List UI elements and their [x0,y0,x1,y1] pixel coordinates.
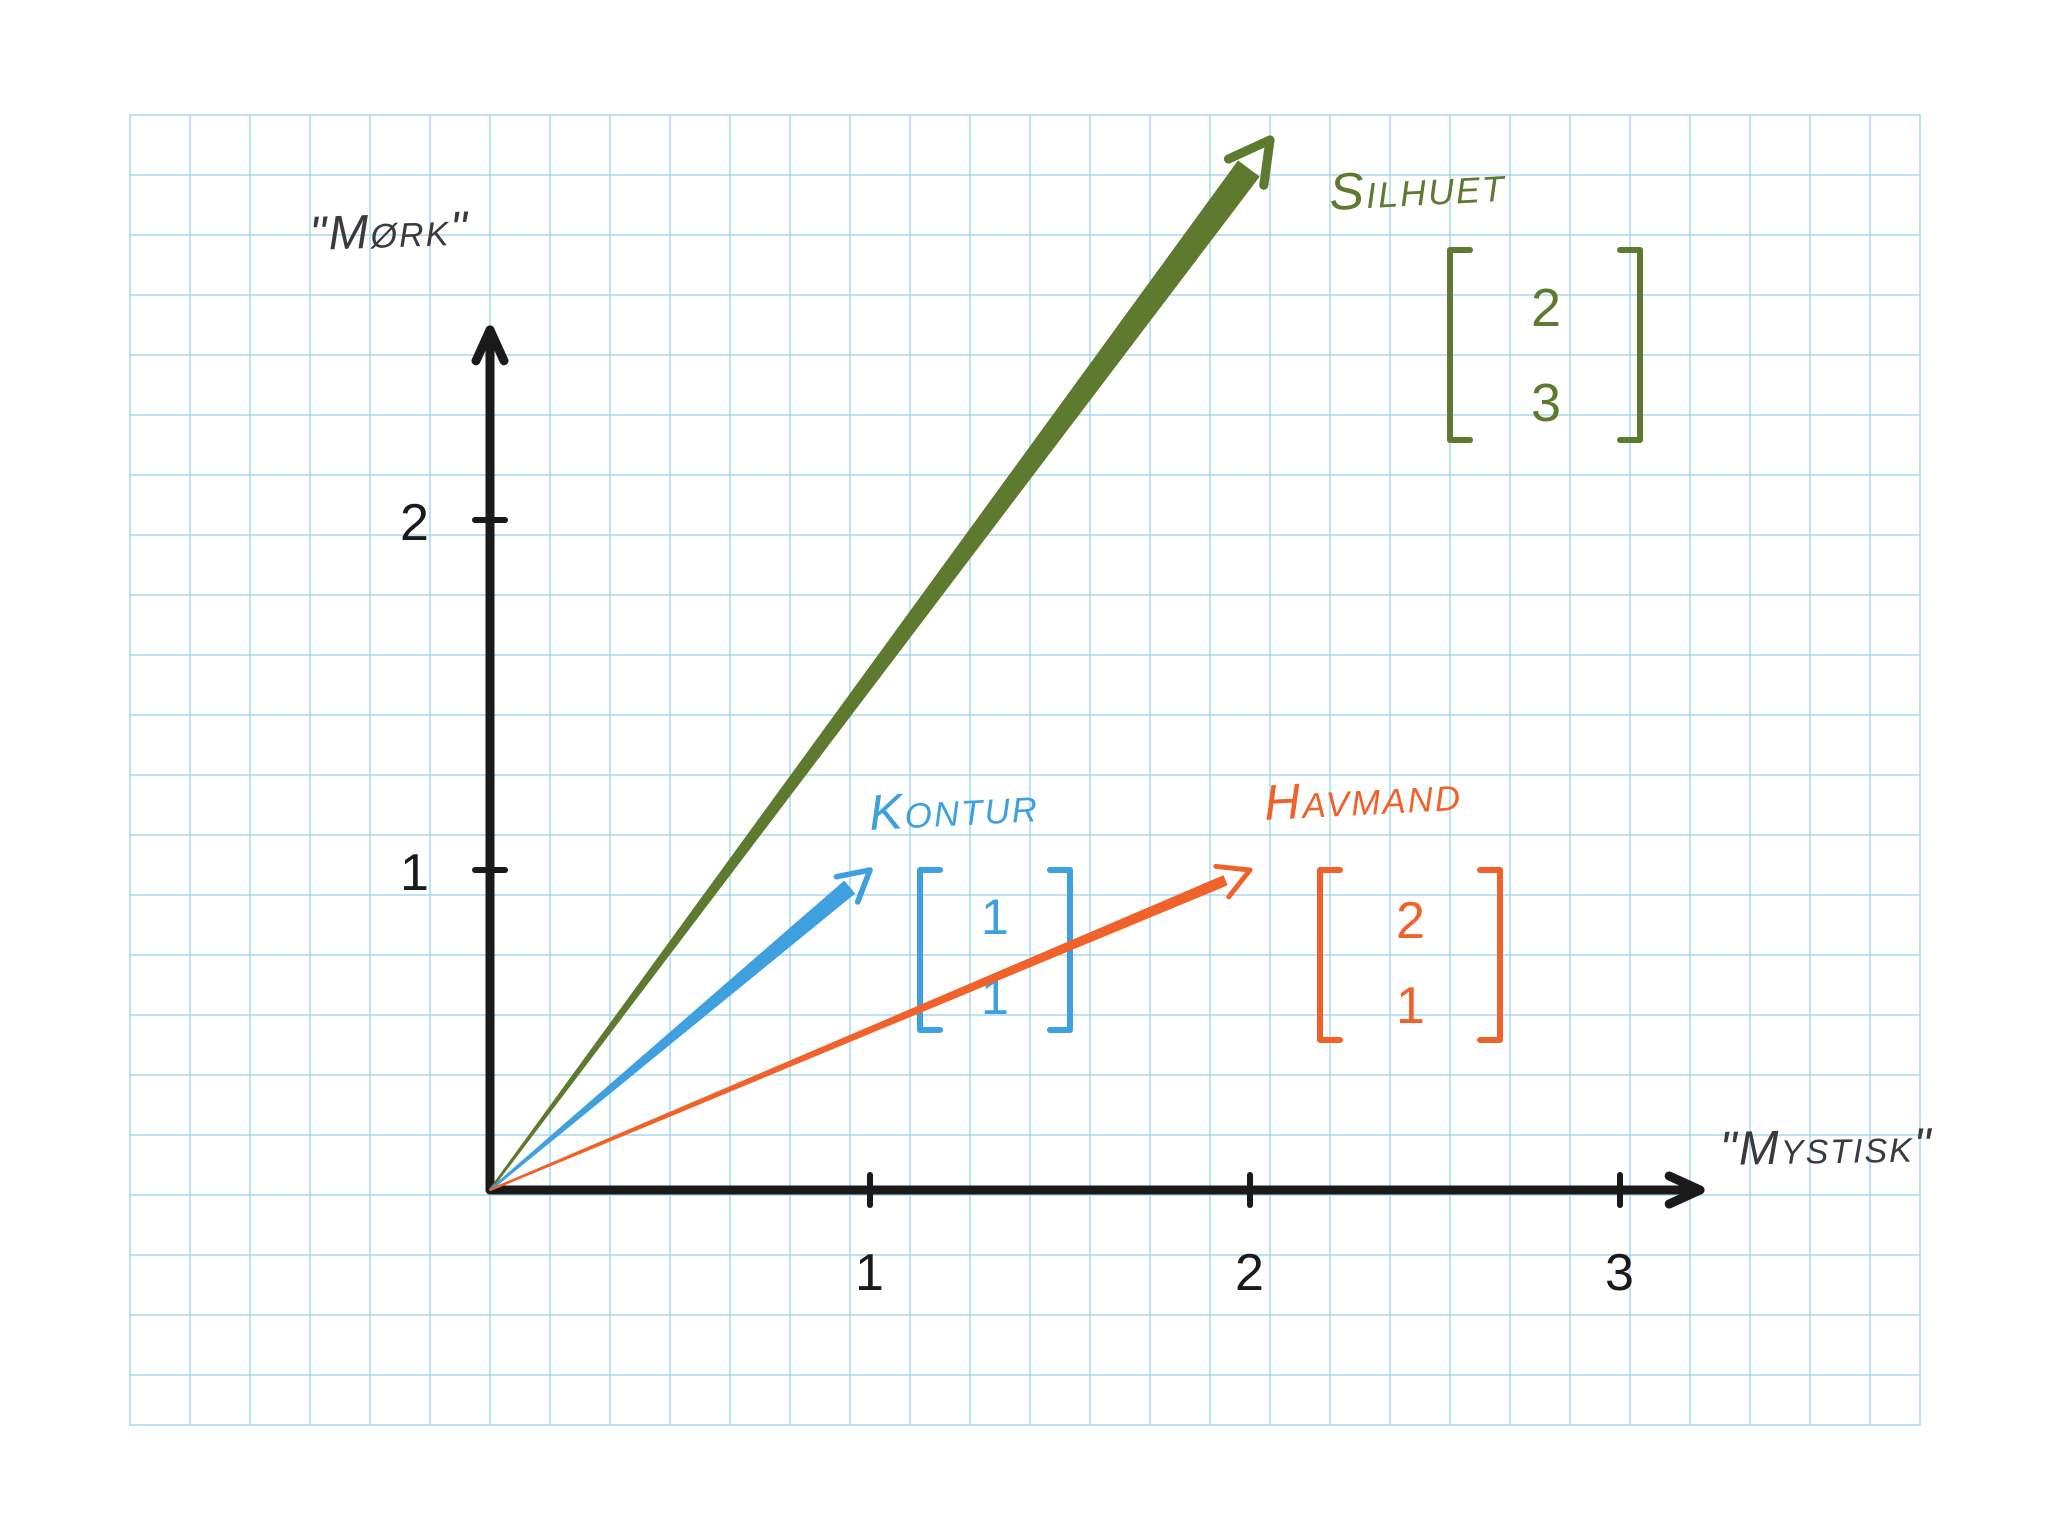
x-axis-label: "Mystisk" [1719,1119,1933,1176]
vector-label-silhuet: Silhuet [1328,155,1509,222]
vector-label-havmand: Havmand [1263,765,1464,831]
bracket-top-value: 1 [981,889,1011,945]
y-axis-label: "Mørk" [309,202,471,261]
bracket-top-value: 2 [1531,278,1563,338]
x-tick-label: 1 [855,1244,886,1302]
x-tick-label: 3 [1605,1244,1636,1302]
bracket-bottom-value: 3 [1531,373,1563,433]
bracket-bottom-value: 1 [1396,977,1427,1035]
x-tick-label: 2 [1235,1244,1266,1302]
grid-background [130,115,1920,1425]
y-tick-label: 2 [400,494,431,552]
bracket-top-value: 2 [1396,892,1427,950]
y-tick-label: 1 [400,844,431,902]
vector-label-kontur: Kontur [868,776,1040,841]
